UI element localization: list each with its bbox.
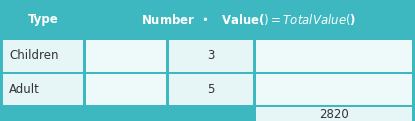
Bar <box>3 40 83 72</box>
Text: Type: Type <box>27 13 59 26</box>
Bar <box>86 2 412 38</box>
Bar <box>256 107 412 121</box>
Text: 5: 5 <box>208 83 215 96</box>
Bar <box>169 40 253 72</box>
Bar <box>3 74 83 105</box>
Bar <box>3 2 83 38</box>
Bar <box>86 40 166 72</box>
Bar <box>86 74 166 105</box>
Text: 2820: 2820 <box>319 108 349 121</box>
Text: Number  •   Value($)  =   Total Value($): Number • Value($) = Total Value($) <box>142 12 356 27</box>
Bar <box>256 40 412 72</box>
Bar <box>169 74 253 105</box>
Bar <box>256 74 412 105</box>
Text: Children: Children <box>9 49 59 62</box>
Text: Adult: Adult <box>9 83 40 96</box>
Text: 3: 3 <box>208 49 215 62</box>
